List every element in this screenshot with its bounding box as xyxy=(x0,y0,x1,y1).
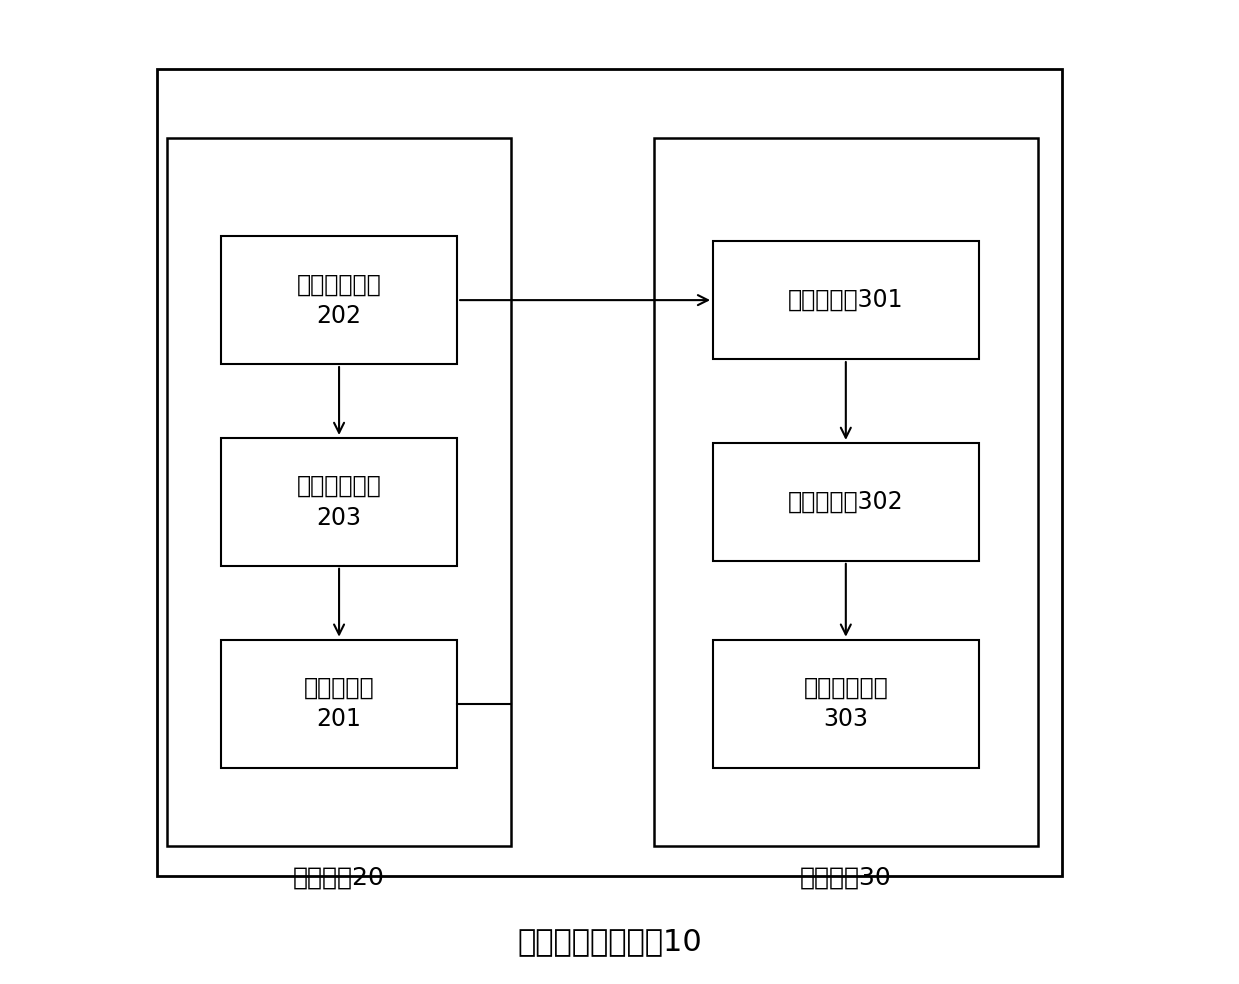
Bar xyxy=(221,640,457,768)
Bar xyxy=(712,443,979,561)
Text: 第一生成模块
202: 第一生成模块 202 xyxy=(296,273,382,328)
Bar xyxy=(712,241,979,359)
Text: 第一设备20: 第一设备20 xyxy=(294,866,385,890)
Bar xyxy=(221,438,457,566)
Text: 第一扬声器
201: 第一扬声器 201 xyxy=(304,676,374,731)
Bar xyxy=(712,640,979,768)
Text: 第二设备30: 第二设备30 xyxy=(800,866,892,890)
Text: 第一滤波器302: 第一滤波器302 xyxy=(788,490,903,514)
Text: 第一解码芯片
303: 第一解码芯片 303 xyxy=(803,676,888,731)
Text: 音频信号处理设备10: 音频信号处理设备10 xyxy=(518,927,703,956)
Text: 第一麦克风301: 第一麦克风301 xyxy=(788,288,903,312)
Text: 第一编码芯片
203: 第一编码芯片 203 xyxy=(296,474,382,529)
Bar xyxy=(221,236,457,364)
Bar xyxy=(167,138,512,846)
Bar xyxy=(157,69,1062,876)
Bar xyxy=(654,138,1038,846)
